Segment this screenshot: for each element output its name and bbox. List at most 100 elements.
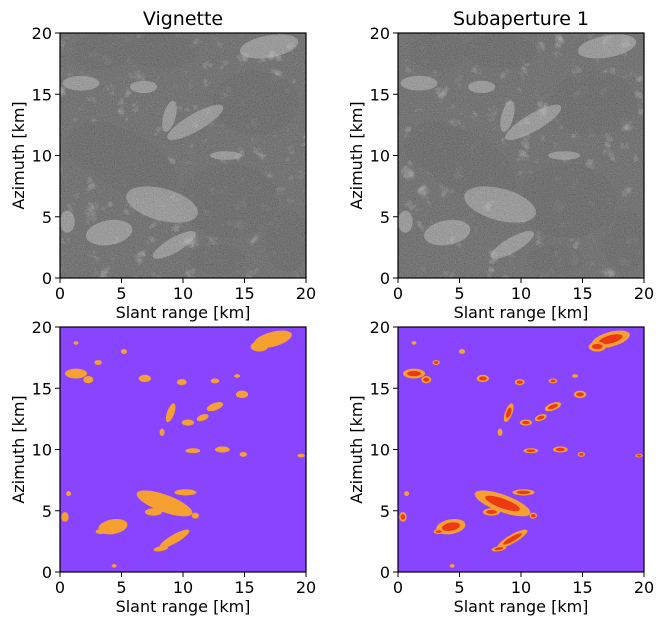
mask-region xyxy=(297,453,305,458)
panel-image xyxy=(60,33,306,278)
x-tick-label: 15 xyxy=(572,578,592,597)
panel-image xyxy=(60,327,306,572)
y-tick-label: 0 xyxy=(42,563,52,582)
x-tick-label: 0 xyxy=(55,578,65,597)
x-tick-label: 15 xyxy=(234,578,254,597)
y-tick-label: 20 xyxy=(32,318,52,337)
x-tick-label: 20 xyxy=(634,284,654,303)
y-tick-label: 15 xyxy=(32,379,52,398)
mask-region xyxy=(191,512,199,519)
mask-core-region xyxy=(555,447,565,452)
mask-core-region xyxy=(433,361,439,364)
panel-image xyxy=(398,327,644,572)
mask-region xyxy=(144,508,163,516)
mask-core-region xyxy=(486,509,497,515)
x-tick-label: 10 xyxy=(511,284,531,303)
x-axis-label: Slant range [km] xyxy=(454,303,589,322)
y-tick-label: 10 xyxy=(32,147,52,166)
mask-region xyxy=(572,374,579,378)
mask-region xyxy=(94,360,102,365)
mask-region xyxy=(234,374,241,378)
mask-core-region xyxy=(537,415,545,420)
mask-core-region xyxy=(494,547,504,551)
mask-core-region xyxy=(550,379,556,383)
mask-core-region xyxy=(505,407,512,418)
mask-core-region xyxy=(522,420,530,425)
mask-region xyxy=(497,428,503,437)
y-tick-label: 15 xyxy=(32,85,52,104)
y-tick-label: 0 xyxy=(380,269,390,288)
mask-region xyxy=(176,379,187,386)
x-tick-label: 20 xyxy=(634,578,654,597)
mask-region xyxy=(83,375,94,384)
mask-core-region xyxy=(591,343,603,350)
y-tick-label: 5 xyxy=(42,502,52,521)
x-tick-label: 0 xyxy=(393,578,403,597)
y-axis-label: Azimuth [km] xyxy=(9,395,28,503)
y-tick-label: 5 xyxy=(42,208,52,227)
mask-region xyxy=(214,446,230,453)
mask-region xyxy=(153,545,169,552)
mask-region xyxy=(120,349,128,354)
mask-region xyxy=(185,448,201,454)
x-axis-label: Slant range [km] xyxy=(116,303,251,322)
mask-core-region xyxy=(503,533,522,545)
sar-speckle xyxy=(60,33,306,278)
chart-title: Subaperture 1 xyxy=(453,8,589,30)
chart-panel-1: 0 5 10 15 20 0 5 10 15 20 Slant range [km] Azimuth … xyxy=(9,8,316,322)
mask-region xyxy=(159,428,165,437)
mask-core-region xyxy=(531,513,536,518)
y-tick-label: 15 xyxy=(370,379,390,398)
mask-region xyxy=(61,511,69,522)
mask-region xyxy=(136,490,193,517)
mask-region xyxy=(138,374,152,383)
x-tick-label: 10 xyxy=(173,284,193,303)
x-tick-label: 5 xyxy=(116,578,126,597)
x-tick-label: 20 xyxy=(296,578,316,597)
mask-region xyxy=(210,378,220,384)
x-tick-label: 10 xyxy=(173,578,193,597)
mask-core-region xyxy=(479,376,487,381)
mask-core-region xyxy=(423,377,430,382)
mask-core-region xyxy=(400,514,406,520)
mask-core-region xyxy=(547,403,559,410)
mask-core-region xyxy=(441,522,460,531)
y-tick-label: 20 xyxy=(370,24,390,43)
mask-region xyxy=(159,529,190,549)
mask-core-region xyxy=(516,380,523,384)
y-tick-label: 20 xyxy=(32,24,52,43)
y-tick-label: 10 xyxy=(370,441,390,460)
mask-core-region xyxy=(576,392,584,397)
y-axis-label: Azimuth [km] xyxy=(347,395,366,503)
mask-region xyxy=(98,518,128,535)
x-axis-label: Slant range [km] xyxy=(116,597,251,616)
x-tick-label: 0 xyxy=(393,284,403,303)
mask-region xyxy=(181,419,195,426)
y-axis-label: Azimuth [km] xyxy=(347,101,366,209)
mask-core-region xyxy=(407,370,421,377)
mask-region xyxy=(73,341,79,345)
mask-region xyxy=(235,390,249,399)
mask-core-region xyxy=(526,449,536,453)
x-tick-label: 10 xyxy=(511,578,531,597)
y-tick-label: 5 xyxy=(380,502,390,521)
y-axis-label: Azimuth [km] xyxy=(9,101,28,209)
mask-region xyxy=(95,529,106,535)
mask-region xyxy=(411,341,417,345)
mask-region xyxy=(174,489,197,496)
x-tick-label: 5 xyxy=(116,284,126,303)
y-tick-label: 5 xyxy=(380,208,390,227)
sar-speckle xyxy=(398,33,644,278)
mask-region xyxy=(111,564,117,568)
x-tick-label: 0 xyxy=(55,284,65,303)
mask-region xyxy=(206,402,224,412)
x-tick-label: 15 xyxy=(234,284,254,303)
mask-region xyxy=(250,341,268,352)
panel-image xyxy=(398,33,644,278)
x-tick-label: 15 xyxy=(572,284,592,303)
chart-panel-2: 0 5 10 15 20 0 5 10 15 20 Slant range [km] Azimuth … xyxy=(347,8,654,322)
x-axis-label: Slant range [km] xyxy=(454,597,589,616)
chart-panel-3: 0 5 10 15 20 0 5 10 15 20 Slant range [km] Azimuth … xyxy=(9,318,316,616)
